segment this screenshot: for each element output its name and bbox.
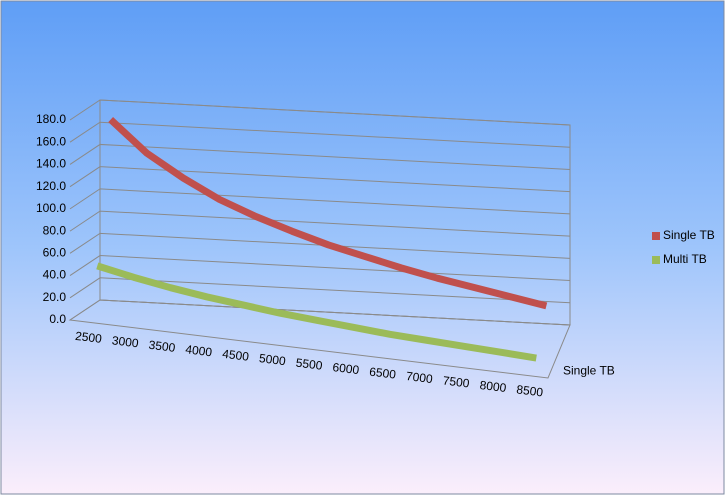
grid-line <box>69 232 571 259</box>
series-line <box>108 117 548 310</box>
x-tick-label: 4000 <box>185 342 214 359</box>
grid-line <box>69 121 571 148</box>
x-tick-label: 3000 <box>111 333 140 350</box>
y-tick-label: 20.0 <box>43 290 67 304</box>
x-tick-label: 3500 <box>148 338 177 355</box>
x-tick-label: 4500 <box>221 347 250 364</box>
x-tick-label: 6500 <box>369 365 398 382</box>
y-tick-label: 0.0 <box>49 312 66 326</box>
grid-line <box>69 166 571 193</box>
y-tick-label: 160.0 <box>36 134 66 148</box>
legend-label: Multi TB <box>663 252 707 266</box>
legend-swatch <box>652 232 660 240</box>
x-tick-label: 5000 <box>258 351 287 368</box>
x-tick-label: 7000 <box>405 369 434 386</box>
grid-line <box>69 299 571 326</box>
x-tick-label: 8500 <box>516 382 545 399</box>
y-tick-label: 40.0 <box>43 268 67 282</box>
legend-swatch <box>652 256 660 264</box>
y-tick-label: 60.0 <box>43 246 67 260</box>
grid-line <box>69 210 571 237</box>
y-tick-label: 180.0 <box>36 112 66 126</box>
x-tick-label: 5500 <box>295 356 324 373</box>
y-tick-label: 140.0 <box>36 157 66 171</box>
y-tick-label: 80.0 <box>43 223 67 237</box>
depth-label: Single TB <box>563 364 615 378</box>
x-tick-label: 8000 <box>479 378 508 395</box>
x-tick-label: 6000 <box>332 360 361 377</box>
grid-line <box>69 99 571 126</box>
grid-line <box>69 277 571 304</box>
legend-label: Single TB <box>663 228 715 242</box>
x-tick-label: 7500 <box>442 373 471 390</box>
grid-line <box>69 143 571 170</box>
x-tick-label: 2500 <box>74 329 103 346</box>
y-tick-label: 120.0 <box>36 179 66 193</box>
y-tick-label: 100.0 <box>36 201 66 215</box>
grid-line <box>69 188 571 215</box>
series-line <box>96 262 537 362</box>
